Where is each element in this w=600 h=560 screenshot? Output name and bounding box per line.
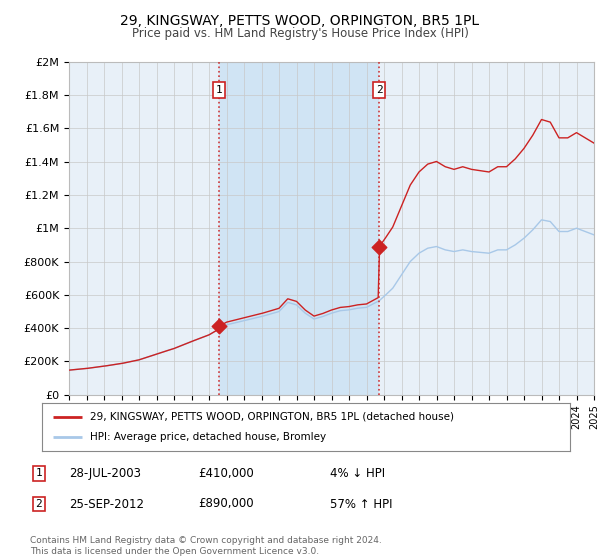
Text: 25-SEP-2012: 25-SEP-2012 (69, 497, 144, 511)
Text: 28-JUL-2003: 28-JUL-2003 (69, 466, 141, 480)
Text: 2: 2 (376, 85, 383, 95)
Text: HPI: Average price, detached house, Bromley: HPI: Average price, detached house, Brom… (89, 432, 326, 442)
Point (214, 322, 224, 331)
Text: 29, KINGSWAY, PETTS WOOD, ORPINGTON, BR5 1PL: 29, KINGSWAY, PETTS WOOD, ORPINGTON, BR5… (121, 14, 479, 28)
Text: 57% ↑ HPI: 57% ↑ HPI (330, 497, 392, 511)
Text: Price paid vs. HM Land Registry's House Price Index (HPI): Price paid vs. HM Land Registry's House … (131, 27, 469, 40)
Point (374, 242, 384, 251)
Text: 29, KINGSWAY, PETTS WOOD, ORPINGTON, BR5 1PL (detached house): 29, KINGSWAY, PETTS WOOD, ORPINGTON, BR5… (89, 412, 454, 422)
Text: 4% ↓ HPI: 4% ↓ HPI (330, 466, 385, 480)
Text: 2: 2 (35, 499, 43, 509)
Text: 1: 1 (215, 85, 223, 95)
Text: Contains HM Land Registry data © Crown copyright and database right 2024.
This d: Contains HM Land Registry data © Crown c… (30, 536, 382, 556)
Text: £410,000: £410,000 (198, 466, 254, 480)
Text: £890,000: £890,000 (198, 497, 254, 511)
Bar (219, 62, 379, 395)
Text: 1: 1 (35, 468, 43, 478)
